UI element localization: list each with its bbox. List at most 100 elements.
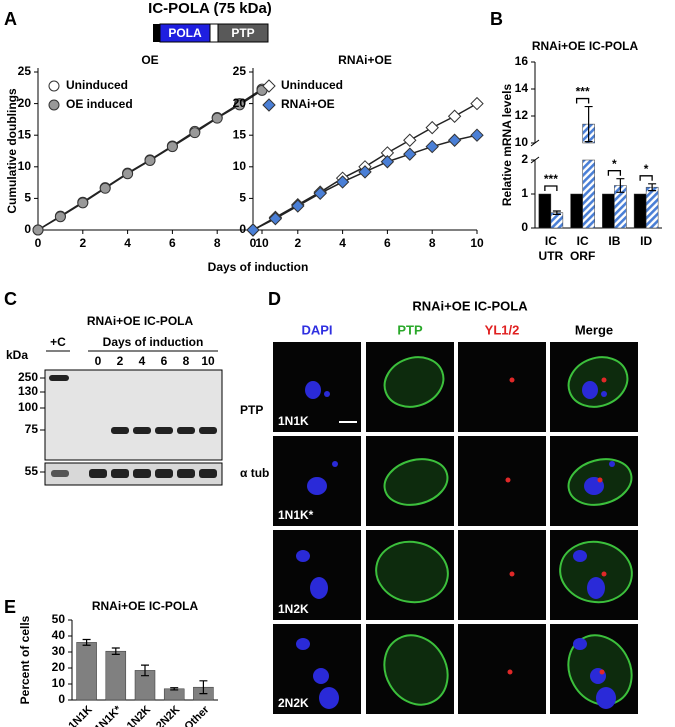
chart-title: RNAi+OE	[338, 53, 392, 67]
nucleus	[319, 687, 339, 709]
x-tick-label: 2N2K	[154, 704, 182, 727]
error-bar	[584, 105, 593, 143]
micrograph-panel	[273, 624, 361, 714]
nucleus	[296, 550, 310, 562]
y-axis-label: Relative mRNA levels	[500, 84, 514, 207]
cell-outline	[383, 356, 445, 408]
micrograph-panel	[458, 530, 546, 620]
marker	[122, 168, 134, 180]
y-tick-label: 2	[521, 152, 528, 166]
y-tick-label: 0	[58, 692, 65, 706]
control-label: +C	[50, 335, 66, 349]
legend-marker	[262, 79, 276, 93]
x-tick-label: 10	[255, 236, 269, 250]
blot-band	[111, 427, 129, 434]
basal-body	[601, 571, 607, 577]
blot-band	[199, 427, 217, 434]
bar	[570, 193, 583, 229]
nucleus	[573, 638, 587, 650]
legend-label: Uninduced	[281, 78, 343, 92]
basal-body	[509, 571, 515, 577]
legend-marker	[262, 98, 276, 112]
marker	[447, 133, 462, 147]
error-bar	[648, 183, 657, 192]
significance-label: *	[644, 162, 649, 176]
marker	[403, 147, 417, 161]
marker	[470, 96, 484, 111]
construct-linker	[209, 23, 219, 43]
y-tick-label: 20	[233, 96, 247, 110]
significance-bracket	[575, 97, 590, 104]
error-bar	[170, 687, 179, 691]
y-axis-label: Percent of cells	[18, 615, 32, 704]
bar	[76, 642, 97, 701]
micrograph-panel	[550, 530, 638, 620]
blot-band	[49, 375, 69, 381]
micrograph-panel	[458, 342, 546, 432]
blot-title: RNAi+OE IC-POLA	[87, 314, 194, 328]
blot-band	[177, 469, 195, 478]
lane-group-label: Days of induction	[103, 335, 204, 349]
domain-label: PTP	[231, 26, 254, 40]
bar	[105, 650, 127, 701]
nucleus	[587, 577, 605, 599]
legend-label: Uninduced	[66, 78, 128, 92]
blot-band	[133, 427, 151, 434]
marker	[403, 133, 417, 147]
chart-title: RNAi+OE IC-POLA	[532, 39, 639, 53]
lane-label: 6	[161, 354, 168, 368]
marker	[425, 139, 439, 154]
bar	[582, 159, 595, 229]
row-label: 2N2K	[278, 696, 309, 710]
marker	[246, 223, 260, 237]
nucleus	[313, 668, 329, 684]
channel-label: Merge	[575, 322, 613, 337]
x-tick-label: 0	[250, 236, 257, 250]
chart-title: RNAi+OE IC-POLA	[92, 599, 199, 613]
x-tick-label: 2	[79, 236, 86, 250]
y-tick-label: 20	[52, 660, 66, 674]
lane-label: 0	[95, 354, 102, 368]
y-tick-label: 16	[515, 54, 529, 68]
marker	[425, 120, 439, 135]
basal-body	[597, 477, 603, 483]
micrograph-panel	[273, 530, 361, 620]
significance-bracket	[544, 185, 558, 191]
micrograph-panel	[366, 624, 454, 714]
x-tick-label: 10	[470, 236, 484, 250]
error-bar	[552, 210, 561, 215]
y-axis-label: Cumulative doublings	[5, 88, 19, 214]
x-tick-label: 8	[214, 236, 221, 250]
channel-label: PTP	[397, 322, 423, 337]
marker	[54, 211, 66, 223]
marker	[234, 99, 246, 111]
significance-bracket	[639, 175, 653, 181]
error-bar	[141, 664, 149, 677]
construct-title: IC-POLA (75 kDa)	[148, 0, 272, 17]
legend-marker	[48, 99, 60, 111]
micrograph-panel	[458, 436, 546, 526]
x-tick-label: 1N2K	[125, 704, 153, 727]
y-tick-label: 0	[239, 222, 246, 236]
nucleus	[596, 687, 616, 709]
micrograph-panel	[366, 342, 454, 432]
marker	[211, 112, 223, 124]
row-label: 1N1K*	[278, 508, 314, 522]
panel-label: E	[4, 597, 16, 617]
x-tick-label: Other	[182, 703, 212, 727]
nucleus	[324, 391, 330, 397]
x-tick-label: IC ORF	[569, 234, 596, 263]
marker	[335, 175, 350, 189]
marker	[313, 186, 327, 201]
x-tick-label: 8	[429, 236, 436, 250]
marker	[32, 224, 44, 236]
micrograph-panel	[366, 436, 454, 526]
x-tick-label: ID	[640, 234, 653, 248]
panel-label: A	[4, 9, 17, 29]
y-tick-label: 30	[52, 644, 66, 658]
x-tick-label: 1N1K*	[93, 703, 125, 727]
cell-outline	[375, 540, 449, 604]
marker-label: 75	[25, 422, 39, 436]
bar	[602, 193, 615, 229]
